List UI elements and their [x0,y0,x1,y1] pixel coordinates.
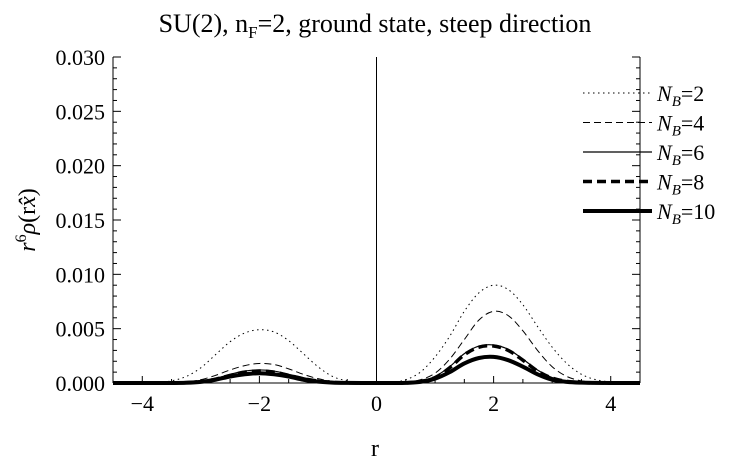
plot-frame [112,57,641,384]
y-tick-label: 0.025 [56,99,106,124]
y-tick-label: 0.015 [56,208,106,233]
x-tick-label: 0 [371,391,382,416]
legend: NB=2NB=4NB=6NB=8NB=10 [583,81,715,228]
x-axis-label: r [371,436,379,462]
y-tick-label: 0.010 [56,262,106,287]
legend-label: NB=6 [656,140,704,169]
x-tick-label: −4 [131,391,154,416]
legend-label: NB=4 [656,111,704,140]
y-tick-label: 0.000 [56,371,106,396]
axis-ticks: −4 −2 0 2 4 0.000 0.005 0.010 0.015 0.020 0.025 0.0… [56,45,641,416]
legend-label: NB=8 [656,170,704,199]
svg-text:r6ρ(rx̂): r6ρ(rx̂) [13,188,41,252]
legend-label: NB=10 [656,199,715,228]
y-tick-label: 0.030 [56,45,106,70]
legend-label: NB=2 [656,81,704,110]
y-tick-label: 0.020 [56,154,106,179]
x-tick-label: 4 [605,391,616,416]
x-tick-label: 2 [488,391,499,416]
y-axis-label: r6ρ(rx̂) [13,188,41,252]
series-curves [112,284,641,386]
chart-title: SU(2), nF=2, ground state, steep directi… [159,9,592,42]
x-tick-label: −2 [248,391,271,416]
series-line-5 [113,354,640,386]
y-tick-label: 0.005 [56,317,106,342]
